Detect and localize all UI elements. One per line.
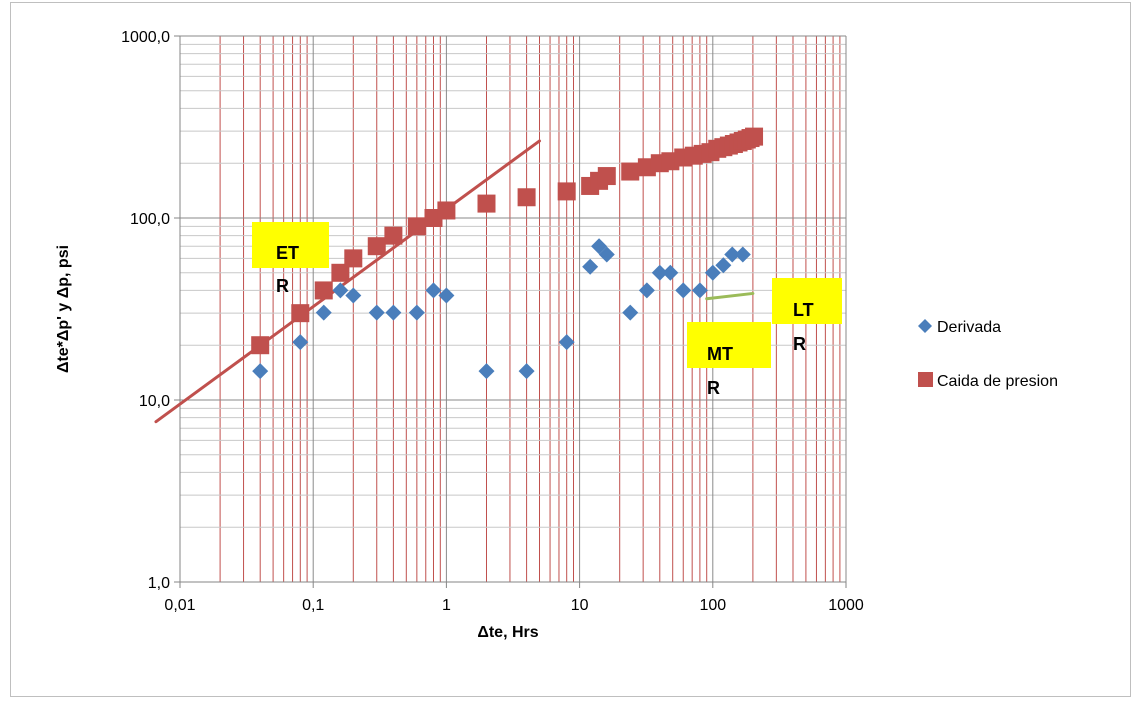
derivada-point: [385, 304, 402, 321]
derivada-point: [724, 246, 741, 263]
derivada-point: [662, 264, 679, 281]
y-tick-label: 10,0: [139, 393, 170, 410]
caida-de-presion-point: [344, 249, 363, 268]
derivada-point: [704, 264, 721, 281]
caida-de-presion-point: [407, 217, 426, 236]
derivada-point: [252, 363, 269, 380]
derivada-point: [478, 363, 495, 380]
caida-de-presion-point: [384, 226, 403, 245]
derivada-point: [675, 282, 692, 299]
derivada-point: [638, 282, 655, 299]
annotation-box: [687, 322, 771, 368]
caida-de-presion-point: [621, 162, 640, 181]
etr-label: ET R: [252, 222, 329, 296]
derivada-point: [315, 304, 332, 321]
annotations: ET R LT R MT R: [252, 222, 842, 398]
x-tick-label: 100: [699, 597, 726, 614]
derivada-point: [408, 304, 425, 321]
caida-de-presion-point: [331, 263, 350, 282]
legend-marker-caida-de-presion: [918, 372, 933, 387]
derivada-point: [332, 282, 349, 299]
x-tick-label: 0,1: [302, 597, 324, 614]
legend: Derivada Caida de presion: [918, 319, 1058, 390]
annotation-text: MT: [707, 344, 733, 364]
y-tick-label: 1,0: [148, 575, 170, 592]
caida-de-presion-point: [557, 182, 576, 201]
derivada-point: [734, 246, 751, 263]
caida-de-presion-point: [597, 167, 616, 186]
x-tick-label: 10: [571, 597, 589, 614]
x-tick-label: 0,01: [164, 597, 195, 614]
annotation-box: [252, 222, 329, 268]
derivada-point: [368, 304, 385, 321]
y-axis-title: Δte*Δp' y Δp, psi: [55, 245, 72, 373]
x-tick-label: 1: [442, 597, 451, 614]
mtr-label: MT R: [687, 322, 771, 398]
caida-de-presion-point: [251, 336, 270, 355]
legend-item-derivada: Derivada: [918, 319, 1001, 336]
caida-de-presion-point: [437, 201, 456, 220]
legend-marker-derivada: [918, 319, 932, 333]
x-tick-label: 1000: [828, 597, 864, 614]
derivada-point: [438, 287, 455, 304]
derivada-point: [518, 363, 535, 380]
derivada-point: [591, 238, 608, 255]
chart-frame: [10, 2, 1131, 697]
derivada-point: [558, 334, 575, 351]
annotation-text: ET: [276, 243, 299, 263]
caida-de-presion-point: [291, 304, 310, 323]
y-tick-label: 100,0: [130, 211, 170, 228]
trend-lines: [154, 139, 755, 424]
tick-labels: 0,01 0,1 1 10 100 1000 1,0 10,0 100,0 1000,0: [121, 29, 864, 614]
derivada-point: [651, 264, 668, 281]
annotation-text: R: [276, 276, 289, 296]
derivada-point: [345, 287, 362, 304]
derivada-point: [292, 334, 309, 351]
legend-item-caida-de-presion: Caida de presion: [918, 372, 1058, 390]
derivada-point: [425, 282, 442, 299]
annotation-text: R: [793, 334, 806, 354]
caida-de-presion-point: [314, 281, 333, 300]
x-axis-title: Δte, Hrs: [477, 624, 538, 641]
axes: [174, 35, 847, 588]
derivada-point: [582, 258, 599, 275]
caida-de-presion-point: [745, 127, 764, 146]
mtr-trend-line: [705, 291, 755, 301]
y-tick-label: 1000,0: [121, 29, 170, 46]
caida-de-presion-point: [367, 237, 386, 256]
annotation-text: R: [707, 378, 720, 398]
derivada-point: [691, 282, 708, 299]
derivada-point: [598, 246, 615, 263]
ltr-label: LT R: [772, 278, 842, 354]
derivada-point: [622, 304, 639, 321]
caida-de-presion-point: [517, 188, 536, 207]
data-series: [251, 127, 764, 380]
legend-label-caida-de-presion: Caida de presion: [937, 373, 1058, 390]
legend-label-derivada: Derivada: [937, 319, 1001, 336]
annotation-box: [772, 278, 842, 324]
grid: [180, 35, 847, 583]
derivada-point: [715, 257, 732, 274]
annotation-text: LT: [793, 300, 814, 320]
caida-de-presion-point: [477, 194, 496, 213]
